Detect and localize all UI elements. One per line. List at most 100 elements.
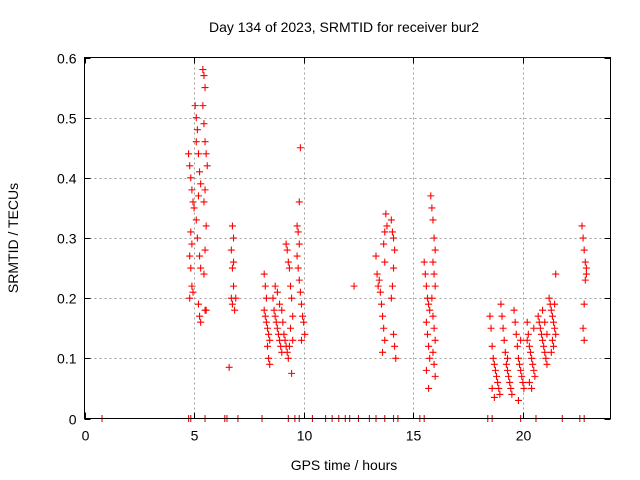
data-point [381,336,389,344]
data-point [283,348,291,356]
data-point [373,270,381,278]
data-point [273,324,281,332]
data-point [187,264,195,272]
data-point [380,324,388,332]
x-tick-label: 10 [297,428,313,444]
data-point [296,288,304,296]
data-point [262,318,270,326]
data-point [187,228,195,236]
data-point [540,342,548,350]
data-point [282,240,290,248]
data-point [381,258,389,266]
data-point [202,150,210,158]
data-point [542,354,550,362]
x-axis-title: GPS time / hours [291,457,398,473]
data-point [499,324,507,332]
data-point [261,282,269,290]
data-point [391,246,399,254]
y-tick-label: 0 [69,412,77,428]
data-point [350,282,358,290]
data-point [262,294,270,302]
data-point [421,270,429,278]
data-point [287,324,295,332]
data-point [517,336,525,344]
data-point [431,246,439,254]
data-point [579,324,587,332]
data-point [548,312,556,320]
x-tick-label: 5 [191,428,199,444]
data-point [192,216,200,224]
data-point [280,330,288,338]
data-point [489,354,497,362]
data-point [189,198,197,206]
data-point [293,252,301,260]
data-point [581,258,589,266]
data-point [202,306,210,314]
y-tick-label: 0.4 [57,171,77,187]
data-point [513,342,521,350]
data-point [494,378,502,386]
data-point [285,264,293,272]
data-point [426,306,434,314]
data-point [200,120,208,128]
data-point [294,228,302,236]
data-point [231,306,239,314]
data-point [528,354,536,362]
data-point [200,72,208,80]
data-point [264,324,272,332]
data-point [530,324,538,332]
data-point [511,318,519,326]
data-point [578,222,586,230]
data-point [488,342,496,350]
data-point [190,204,198,212]
data-point [187,174,195,182]
data-point [539,336,547,344]
data-point [281,336,289,344]
data-point [191,102,199,110]
data-point [495,384,503,392]
data-point [502,360,510,368]
data-point [510,306,518,314]
data-point [430,270,438,278]
data-point [297,336,305,344]
data-point [551,300,559,308]
data-point [288,294,296,302]
data-point [429,216,437,224]
data-point [505,372,513,380]
data-point [528,384,536,392]
data-point [289,312,297,320]
data-point [506,378,514,386]
data-point [519,378,527,386]
data-point [428,204,436,212]
data-point [194,300,202,308]
data-point [288,369,296,377]
data-point [289,336,297,344]
data-point [498,312,506,320]
data-point [493,372,501,380]
data-point [552,270,560,278]
y-tick-label: 0.2 [57,291,77,307]
data-point [265,330,273,338]
data-point [530,366,538,374]
data-point [548,336,556,344]
data-point [523,318,531,326]
data-point [188,186,196,194]
y-tick-label: 0.5 [57,111,77,127]
data-point [201,138,209,146]
data-point [269,294,277,302]
data-point [527,348,535,356]
data-point [228,264,236,272]
data-point [287,282,295,290]
data-point [375,276,383,284]
data-point [550,318,558,326]
data-point [374,282,382,290]
data-point [531,372,539,380]
data-point [420,258,428,266]
data-point [388,228,396,236]
data-point [294,264,302,272]
data-point [283,246,291,254]
data-point [543,360,551,368]
data-point [194,150,202,158]
data-point [377,300,385,308]
